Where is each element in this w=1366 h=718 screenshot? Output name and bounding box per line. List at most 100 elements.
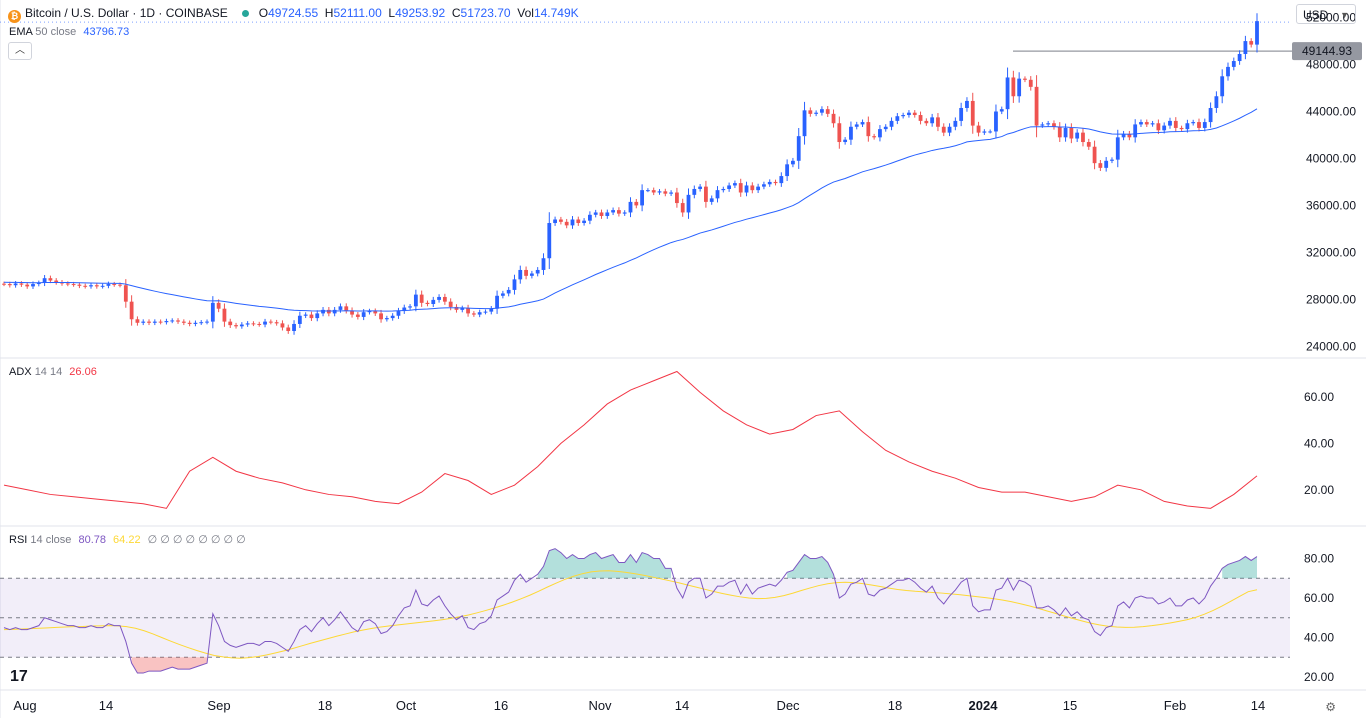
candle <box>750 185 755 191</box>
candle <box>350 310 354 315</box>
candle <box>976 125 981 133</box>
candle <box>477 312 482 315</box>
adx-legend[interactable]: ADX 14 14 26.06 <box>9 366 97 378</box>
candle <box>402 307 407 312</box>
price-axis-label: 52000.00 <box>1306 11 1356 25</box>
adx-name: ADX <box>9 366 32 378</box>
candle <box>558 219 563 222</box>
candle <box>1133 124 1138 138</box>
candle <box>292 323 296 332</box>
settings-gear-icon[interactable]: ⚙ <box>1325 700 1336 714</box>
candle <box>1208 107 1213 123</box>
candle <box>309 314 314 319</box>
candle <box>83 285 88 287</box>
candle <box>611 210 615 213</box>
candle <box>1040 124 1045 126</box>
candle <box>680 203 685 213</box>
candle <box>181 321 186 323</box>
candle <box>698 186 703 189</box>
time-axis-label: Dec <box>776 698 800 713</box>
candle <box>1144 122 1149 125</box>
candle <box>390 315 395 319</box>
candle <box>849 126 853 140</box>
candle <box>1057 126 1062 138</box>
candle <box>651 190 656 193</box>
candle <box>1115 137 1120 160</box>
candle <box>303 314 308 316</box>
candle <box>1202 122 1207 128</box>
high-value: 52111.00 <box>333 6 382 20</box>
candle <box>1179 127 1184 130</box>
time-axis-label: 2024 <box>969 698 999 713</box>
candle <box>1173 120 1178 128</box>
candle <box>1121 133 1126 138</box>
candle <box>1156 123 1161 131</box>
candle <box>332 309 337 314</box>
candle <box>199 322 204 324</box>
candle <box>1162 125 1167 131</box>
candle <box>831 113 836 124</box>
candle <box>843 139 848 143</box>
candle <box>1023 78 1027 80</box>
candle <box>646 190 650 192</box>
rsi-value: 80.78 <box>78 534 106 546</box>
candle <box>634 201 639 206</box>
candle <box>895 116 900 121</box>
collapse-legend-button[interactable]: ︿ <box>8 42 32 60</box>
rsi-legend[interactable]: RSI 14 close 80.78 64.22 ∅ ∅ ∅ ∅ ∅ ∅ ∅ ∅ <box>9 533 246 546</box>
candle <box>663 191 668 194</box>
candle <box>89 285 93 287</box>
candle <box>315 313 320 319</box>
candle <box>825 109 830 114</box>
candle <box>251 323 256 325</box>
candle <box>408 306 412 308</box>
symbol-title[interactable]: Bitcoin / U.S. Dollar · 1D · COINBASE <box>25 6 228 20</box>
currency-select[interactable]: USD ▼ <box>1296 4 1356 24</box>
candle <box>791 160 795 165</box>
candle <box>141 321 146 323</box>
candle <box>135 319 140 323</box>
candle <box>7 284 12 286</box>
candle <box>837 123 842 143</box>
candle <box>500 293 505 296</box>
candle <box>582 220 586 224</box>
candle <box>541 258 546 270</box>
ema-legend[interactable]: EMA 50 close 43796.73 <box>9 26 129 38</box>
adx-axis-label: 20.00 <box>1304 483 1334 497</box>
candle <box>344 306 349 311</box>
price-axis-label: 40000.00 <box>1306 151 1356 165</box>
candle <box>210 302 215 322</box>
candle <box>657 191 662 193</box>
candle <box>1139 122 1143 125</box>
rsi-axis-label: 60.00 <box>1304 591 1334 605</box>
candle <box>442 296 447 302</box>
candle <box>1220 76 1225 97</box>
currency-value: USD <box>1303 8 1329 22</box>
candle <box>982 131 987 133</box>
rsi-oversold-fill <box>131 657 208 674</box>
candle <box>1168 120 1172 126</box>
candle <box>286 327 291 332</box>
candle <box>686 194 691 213</box>
candle <box>25 284 30 287</box>
candle <box>1034 86 1039 126</box>
candle <box>379 313 383 320</box>
candle <box>599 212 604 216</box>
candle <box>71 284 76 286</box>
candle <box>31 284 35 287</box>
candle <box>878 129 882 138</box>
candle <box>1150 123 1155 125</box>
candle <box>936 117 940 127</box>
candle <box>576 219 581 224</box>
candle <box>147 321 151 323</box>
candle <box>715 190 720 199</box>
candle <box>257 323 262 325</box>
candle <box>953 120 958 127</box>
candle <box>779 176 784 184</box>
symbol-header: ₿ Bitcoin / U.S. Dollar · 1D · COINBASE O4… <box>8 6 579 23</box>
candle <box>709 198 714 202</box>
candle <box>19 283 24 285</box>
candle <box>744 185 749 193</box>
adx-line <box>3 370 1258 509</box>
